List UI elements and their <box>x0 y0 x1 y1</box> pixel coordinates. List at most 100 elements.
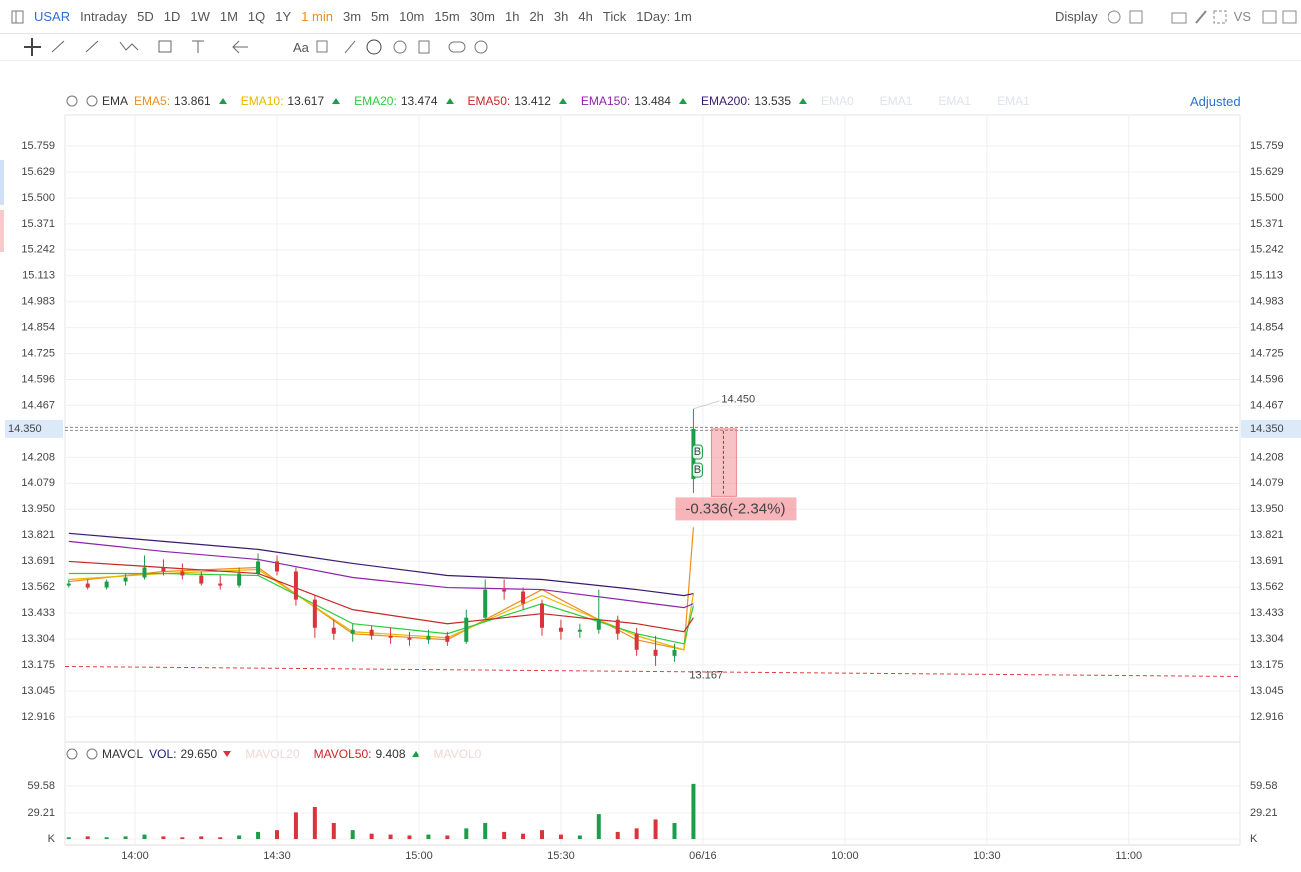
measure-box <box>710 428 737 497</box>
ema-label: EMA200: <box>700 94 751 108</box>
interval[interactable]: 1D <box>163 9 181 24</box>
interval[interactable]: 10m <box>399 9 425 24</box>
ema-value: 13.617 <box>287 94 325 108</box>
volume-bar <box>142 834 147 840</box>
volume-bar <box>85 836 90 840</box>
volume-bar <box>312 807 317 840</box>
ema-faded: EMA1 <box>997 94 1030 108</box>
display-menu[interactable]: Display <box>1055 9 1098 24</box>
compare[interactable]: VS <box>1233 9 1251 24</box>
trend-arrow <box>558 98 567 104</box>
interval[interactable]: 4h <box>578 9 593 24</box>
y-tick-label-right: 15.113 <box>1250 270 1283 282</box>
vol-tick-label: K <box>48 833 56 845</box>
ema-line <box>68 568 695 651</box>
candle-body <box>521 591 526 604</box>
candle-body <box>180 571 185 576</box>
candle-body <box>66 583 71 586</box>
y-tick-label: 13.045 <box>21 685 55 697</box>
arrow <box>678 98 687 104</box>
candle-body <box>464 617 469 642</box>
candle-body <box>161 567 166 572</box>
candle-body <box>672 649 677 656</box>
interval[interactable]: 2h <box>529 9 544 24</box>
interval[interactable]: 1 min <box>301 9 333 24</box>
ema-faded: EMA1 <box>938 94 972 108</box>
y-tick-label: 15.759 <box>21 140 55 152</box>
candle-body <box>123 577 128 582</box>
interval[interactable]: 15m <box>434 9 460 24</box>
ema-title[interactable]: EMA <box>102 94 129 108</box>
y-tick-label-right: 15.371 <box>1250 218 1284 230</box>
interval[interactable]: 3m <box>342 9 362 24</box>
y-tick-label: 15.629 <box>21 166 55 178</box>
text-tool[interactable]: Aa <box>293 39 309 55</box>
volume-bar <box>104 837 109 840</box>
interval[interactable]: 3h <box>553 9 569 24</box>
adjusted[interactable]: Adjusted <box>1190 94 1241 109</box>
price-label-bg <box>1241 419 1301 438</box>
ema-label: EMA150: <box>580 94 631 108</box>
trend-arrow <box>799 98 808 104</box>
volume-bar <box>464 828 469 840</box>
interval[interactable]: 5D <box>137 9 154 24</box>
candle-body <box>596 619 601 630</box>
toolbar-icons <box>1107 9 1227 24</box>
candle-body <box>350 629 355 634</box>
y-tick-label: 14.208 <box>21 451 55 463</box>
ema-line <box>68 560 694 633</box>
vol-tick-label: 29.21 <box>27 807 55 819</box>
interval[interactable]: Intraday <box>80 9 128 24</box>
volume-bar <box>369 833 374 840</box>
volume-bar <box>66 837 71 840</box>
ema-label: EMA50: <box>467 94 511 108</box>
arrow <box>332 98 341 104</box>
y-tick-label-right: 12.916 <box>1250 711 1284 723</box>
range-select[interactable]: 1Day: 1m <box>636 9 692 24</box>
vol-tick-label-right: 29.21 <box>1250 807 1278 819</box>
trend-arrow <box>445 98 454 104</box>
interval[interactable]: 1M <box>219 9 238 24</box>
y-tick-label: 13.175 <box>21 659 55 671</box>
y-tick-label-right: 15.242 <box>1250 244 1284 256</box>
buy-marker-label: B <box>694 464 701 476</box>
candle-body <box>426 635 431 640</box>
ema-value: 13.412 <box>514 94 551 108</box>
candle-body <box>256 561 261 574</box>
volume-bar <box>672 823 677 840</box>
x-tick-label: 10:00 <box>831 850 859 862</box>
interval[interactable]: 1W <box>190 9 210 24</box>
volume-bar <box>691 783 696 840</box>
vol-tick-label: 59.58 <box>27 780 55 792</box>
y-tick-label: 13.691 <box>21 555 55 567</box>
y-tick-label-right: 15.629 <box>1250 166 1284 178</box>
y-tick-label: 13.562 <box>21 581 55 593</box>
price-label: 14.350 <box>1250 423 1284 435</box>
volume-bar <box>615 831 620 840</box>
y-tick-label-right: 15.759 <box>1250 140 1284 152</box>
interval[interactable]: Tick <box>602 9 627 24</box>
candle-body <box>577 629 582 632</box>
volume-title[interactable]: MAVOL <box>102 747 144 761</box>
low-label: 13.167 <box>689 669 723 681</box>
ema-value: 13.861 <box>174 94 211 108</box>
interval[interactable]: 1h <box>504 9 520 24</box>
symbol[interactable]: USAR <box>34 9 71 24</box>
price-label-bg <box>5 419 63 438</box>
panel-icon[interactable] <box>10 9 26 25</box>
y-tick-label: 15.242 <box>21 244 55 256</box>
ema-value: 13.535 <box>754 94 792 108</box>
y-tick-label: 14.854 <box>21 322 55 334</box>
y-tick-label-right: 14.208 <box>1250 451 1284 463</box>
y-tick-label: 14.467 <box>21 399 55 411</box>
interval[interactable]: 1Y <box>275 9 292 24</box>
y-tick-label: 14.596 <box>21 373 55 385</box>
interval[interactable]: 30m <box>469 9 495 24</box>
side-strip <box>0 160 4 205</box>
interval[interactable]: 1Q <box>247 9 266 24</box>
interval[interactable]: 5m <box>371 9 390 24</box>
side-strip <box>0 210 4 252</box>
volume-bar <box>218 837 223 840</box>
ema-value: 13.484 <box>634 94 671 108</box>
